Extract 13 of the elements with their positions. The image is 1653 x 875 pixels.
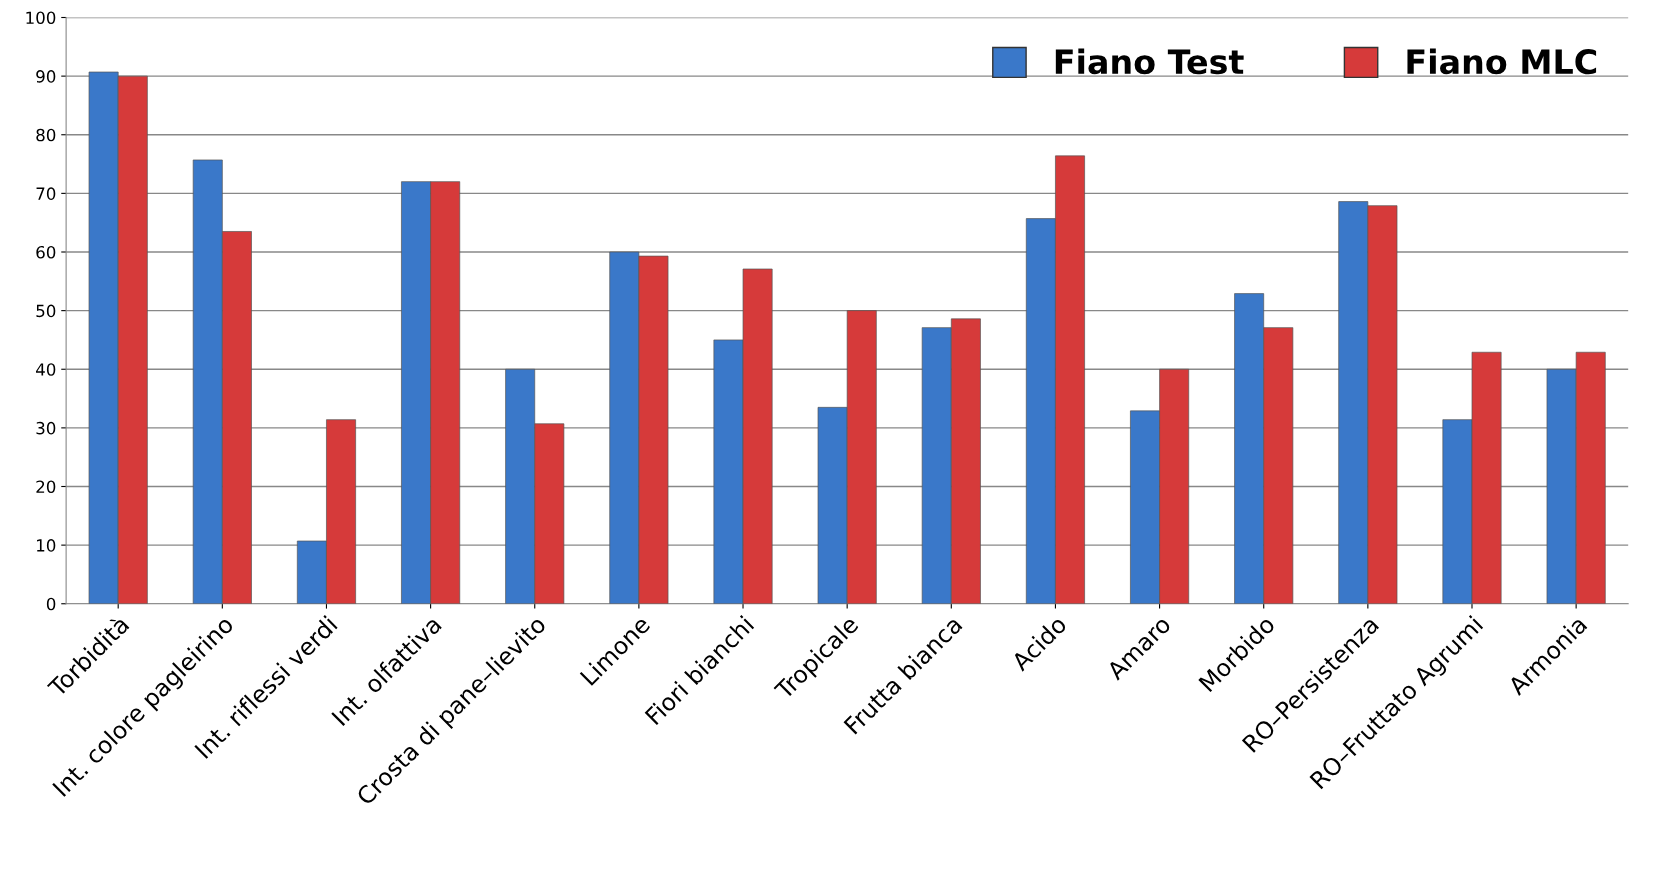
legend-label: Fiano MLC — [1407, 48, 1597, 75]
y-tick-label: 100 — [26, 11, 56, 25]
y-tick-label: 10 — [37, 539, 56, 552]
legend-label: Fiano Test — [1055, 48, 1244, 75]
y-tick-label: 20 — [36, 480, 56, 494]
y-tick-label: 90 — [36, 70, 56, 83]
y-tick-label: 0 — [46, 597, 56, 611]
y-tick-label: 70 — [36, 187, 56, 200]
y-tick-label: 80 — [36, 128, 56, 142]
y-tick-label: 30 — [36, 421, 56, 435]
y-tick-label: 40 — [36, 363, 56, 376]
y-tick-label: 50 — [36, 304, 56, 318]
y-tick-label: 60 — [36, 245, 56, 259]
